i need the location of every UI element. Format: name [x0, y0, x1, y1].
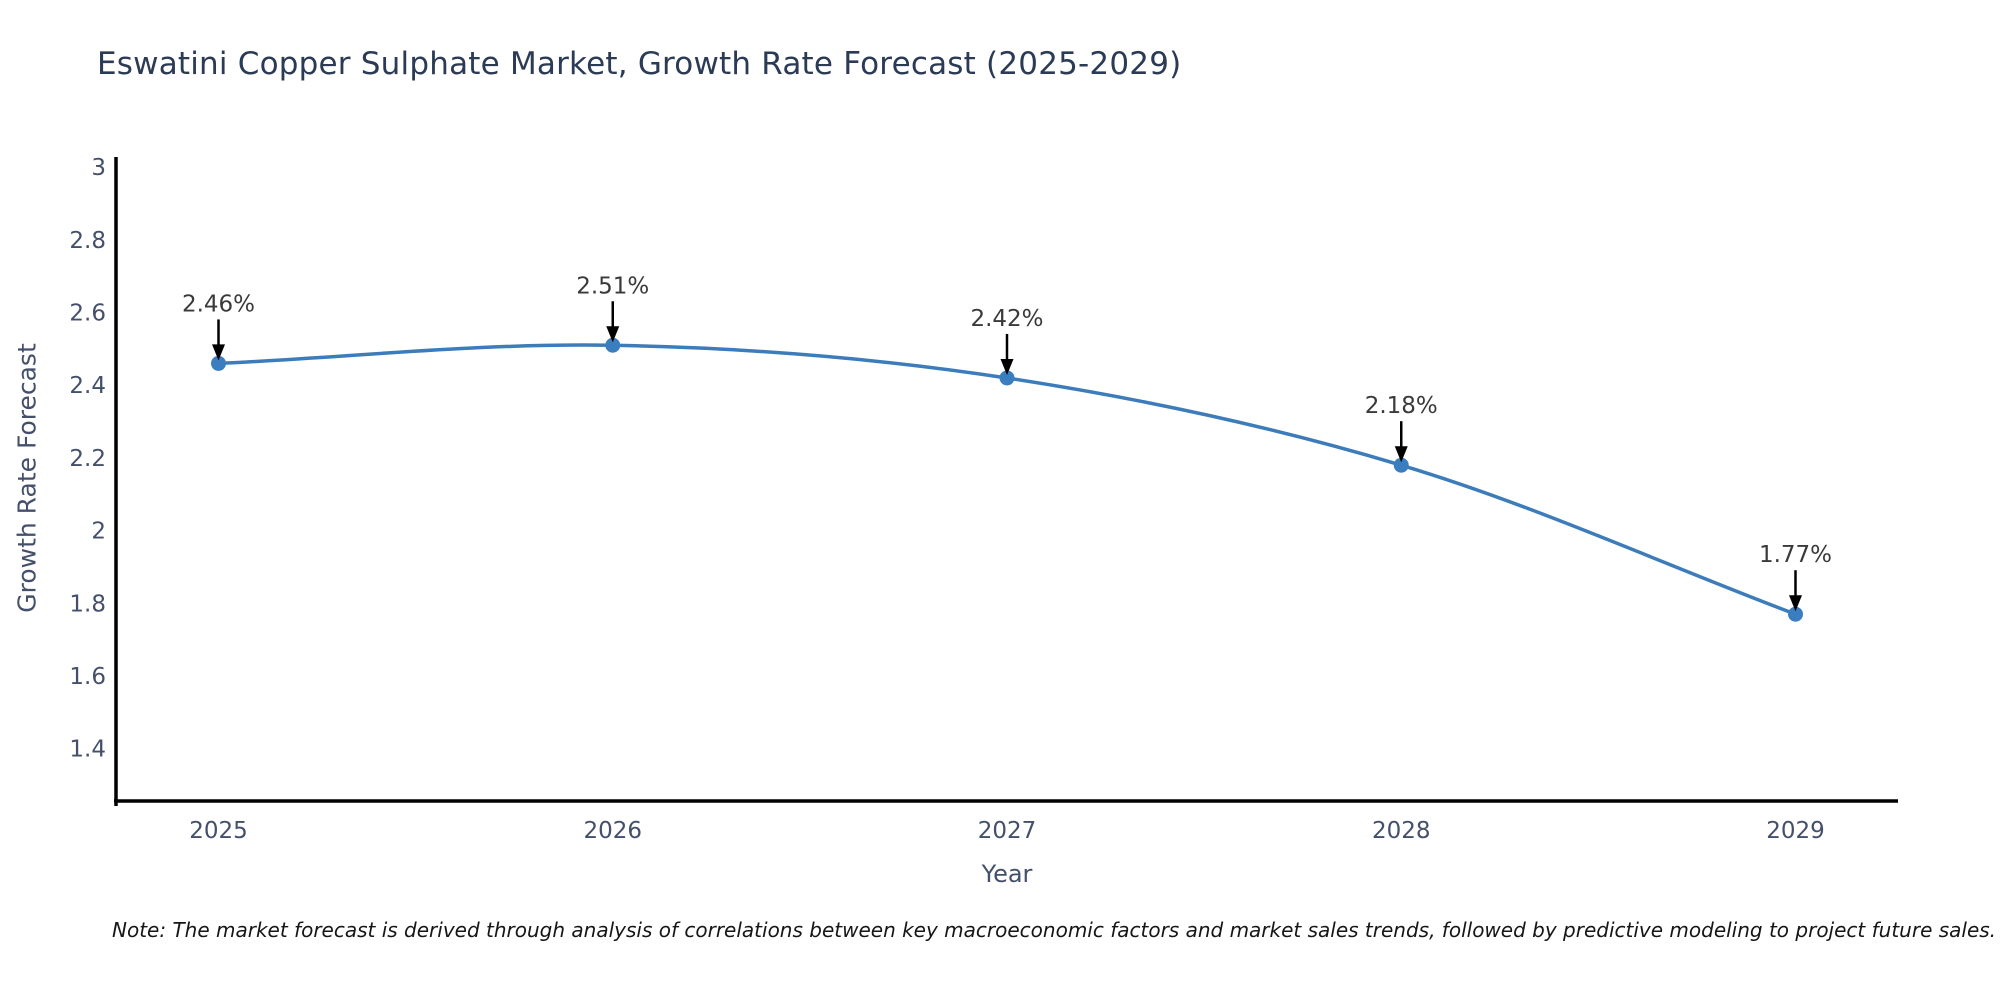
- y-tick-label: 3: [91, 155, 106, 181]
- data-point-label: 2.18%: [1365, 393, 1438, 419]
- data-point-2027[interactable]: [999, 370, 1015, 386]
- y-axis-title: Growth Rate Forecast: [12, 343, 42, 613]
- data-point-label: 2.51%: [576, 273, 649, 299]
- x-axis-title: Year: [981, 860, 1033, 888]
- y-tick-label: 1.8: [69, 591, 106, 617]
- y-tick-label: 2.6: [69, 301, 106, 327]
- y-tick-label: 1.6: [69, 664, 106, 690]
- x-tick-label: 2028: [1372, 818, 1431, 844]
- y-tick-label: 2.4: [69, 373, 106, 399]
- annotation-arrowhead-icon: [212, 344, 226, 361]
- annotation-arrowhead-icon: [606, 326, 620, 343]
- footnote: Note: The market forecast is derived thr…: [112, 918, 1997, 942]
- data-point-label: 2.42%: [970, 306, 1043, 332]
- data-point-2028[interactable]: [1393, 457, 1409, 473]
- annotation-arrowhead-icon: [1788, 595, 1802, 612]
- data-point-2026[interactable]: [605, 337, 621, 353]
- data-point-label: 1.77%: [1759, 542, 1832, 568]
- data-point-2025[interactable]: [211, 355, 227, 371]
- data-point-label: 2.46%: [182, 291, 255, 317]
- x-tick-label: 2029: [1766, 818, 1825, 844]
- x-tick-label: 2027: [978, 818, 1037, 844]
- y-tick-label: 1.4: [69, 737, 106, 763]
- data-point-2029[interactable]: [1787, 606, 1803, 622]
- annotation-arrowhead-icon: [1394, 446, 1408, 463]
- y-tick-label: 2: [91, 519, 106, 545]
- annotation-arrowhead-icon: [1000, 358, 1014, 375]
- x-tick-label: 2026: [583, 818, 642, 844]
- y-tick-label: 2.2: [69, 446, 106, 472]
- page-title: Eswatini Copper Sulphate Market, Growth …: [97, 46, 1182, 82]
- x-tick-label: 2025: [189, 818, 248, 844]
- y-tick-label: 2.8: [69, 228, 106, 254]
